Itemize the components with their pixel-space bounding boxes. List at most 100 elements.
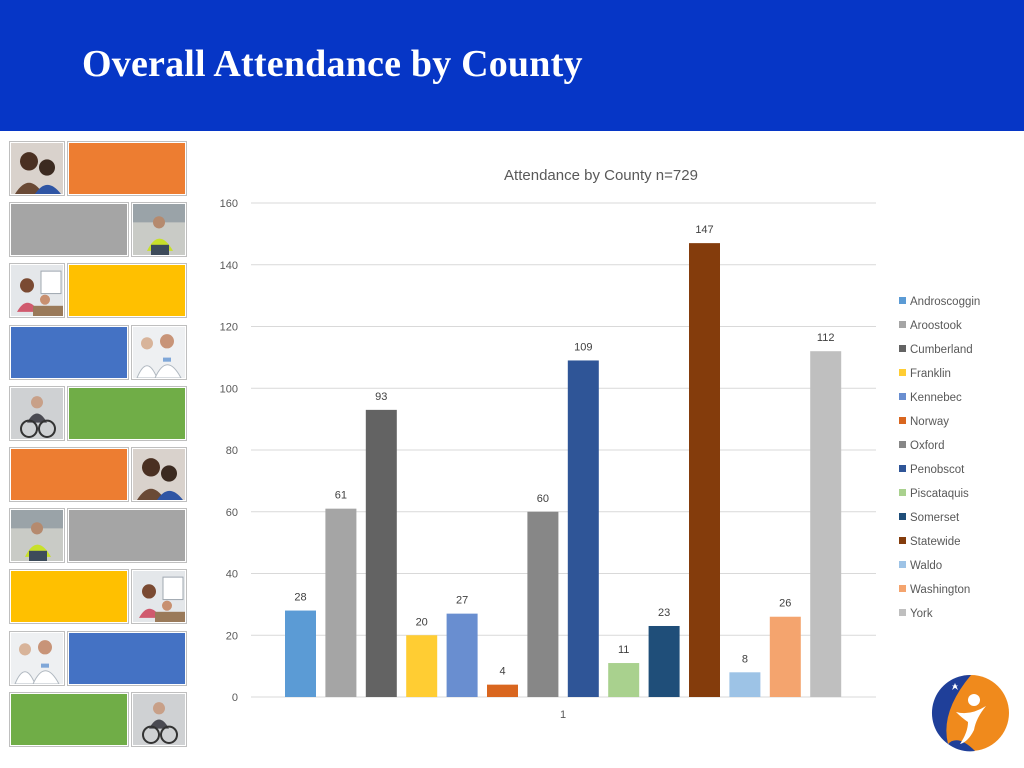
chart-bars (285, 243, 842, 697)
legend-label: Androscoggin (910, 296, 981, 308)
legend-item-androscoggin: Androscoggin (899, 295, 980, 309)
data-label-waldo: 8 (742, 653, 748, 665)
y-tick-label: 120 (220, 322, 238, 334)
data-label-washington: 26 (779, 598, 791, 610)
legend-swatch (899, 489, 906, 497)
color-tile (9, 325, 129, 380)
legend-swatch (899, 465, 906, 473)
legend-label: Penobscot (910, 464, 965, 476)
data-label-cumberland: 93 (375, 391, 387, 403)
bar-statewide (689, 243, 720, 697)
y-tick-label: 20 (226, 630, 238, 642)
family-photo-icon (131, 447, 187, 502)
y-tick-label: 160 (220, 198, 238, 210)
bar-franklin (406, 635, 438, 697)
data-label-kennebec: 27 (456, 595, 468, 607)
slide-title: Overall Attendance by County (82, 43, 583, 85)
legend-item-waldo: Waldo (899, 559, 942, 573)
legend-item-statewide: Statewide (899, 535, 961, 549)
bar-norway (487, 684, 518, 697)
bar-washington (769, 616, 801, 697)
medical-staff-photo-icon (131, 325, 187, 380)
color-tile (67, 141, 187, 196)
family-photo-icon (9, 141, 65, 196)
legend-item-piscataquis: Piscataquis (899, 487, 969, 501)
color-tile (67, 263, 187, 318)
chart-data-labels: 28 61 93 20 27 4 60 109 11 23 147 8 26 112 (294, 224, 834, 678)
legend-item-norway: Norway (899, 415, 949, 429)
bar-piscataquis (608, 663, 640, 697)
legend-label: Franklin (910, 368, 951, 380)
legend-swatch (899, 441, 906, 449)
legend-label: Cumberland (910, 344, 973, 356)
legend-item-somerset: Somerset (899, 511, 959, 525)
data-label-androscoggin: 28 (294, 592, 306, 604)
classroom-photo-icon (131, 569, 187, 624)
bar-kennebec (446, 613, 478, 697)
legend-swatch (899, 393, 906, 401)
color-tile (9, 569, 129, 624)
photo-mosaic (9, 141, 190, 752)
legend-label: Waldo (910, 560, 943, 572)
y-tick-label: 60 (226, 507, 238, 519)
data-label-piscataquis: 11 (618, 644, 629, 656)
legend-item-kennebec: Kennebec (899, 391, 962, 405)
legend-label: York (910, 608, 933, 620)
legend-swatch (899, 321, 906, 329)
legend-item-cumberland: Cumberland (899, 343, 973, 357)
legend-label: Kennebec (910, 392, 962, 404)
color-tile (9, 447, 129, 502)
bar-york (810, 351, 842, 697)
data-label-york: 112 (817, 332, 835, 344)
workers-photo-icon (9, 508, 65, 563)
legend-label: Somerset (910, 512, 960, 524)
legend-item-aroostook: Aroostook (899, 319, 962, 333)
data-label-statewide: 147 (695, 224, 713, 236)
color-tile (67, 508, 187, 563)
x-axis-category-label: 1 (560, 709, 566, 721)
agency-logo-icon (931, 674, 1009, 752)
y-tick-label: 140 (220, 260, 238, 272)
legend-swatch (899, 585, 906, 593)
classroom-photo-icon (9, 263, 65, 318)
legend-label: Washington (910, 584, 971, 596)
bar-aroostook (325, 508, 357, 697)
legend-label: Statewide (910, 536, 961, 548)
legend-swatch (899, 513, 906, 521)
wheelchair-photo-icon (9, 386, 65, 441)
bar-penobscot (567, 360, 599, 697)
bar-androscoggin (285, 610, 316, 697)
y-tick-label: 100 (220, 383, 238, 395)
bar-oxford (527, 511, 559, 697)
bar-waldo (729, 672, 761, 697)
legend-item-york: York (899, 607, 933, 621)
workers-photo-icon (131, 202, 187, 257)
legend-swatch (899, 345, 906, 353)
data-label-somerset: 23 (658, 607, 670, 619)
legend-swatch (899, 609, 906, 617)
wheelchair-photo-icon (131, 692, 187, 747)
chart-title: Attendance by County n=729 (504, 167, 698, 184)
data-label-penobscot: 109 (574, 341, 592, 353)
legend-swatch (899, 369, 906, 377)
color-tile (9, 202, 129, 257)
medical-staff-photo-icon (9, 631, 65, 686)
color-tile (67, 386, 187, 441)
legend-item-washington: Washington (899, 583, 970, 597)
legend-item-franklin: Franklin (899, 367, 951, 381)
legend-label: Norway (910, 416, 949, 428)
data-label-norway: 4 (499, 666, 505, 678)
color-tile (67, 631, 187, 686)
color-tile (9, 692, 129, 747)
legend-label: Aroostook (910, 320, 962, 332)
bar-cumberland (365, 409, 397, 697)
bar-somerset (648, 625, 680, 697)
legend-label: Oxford (910, 440, 945, 452)
legend-label: Piscataquis (910, 488, 969, 500)
legend-swatch (899, 561, 906, 569)
data-label-oxford: 60 (537, 493, 549, 505)
y-tick-label: 80 (226, 445, 238, 457)
legend-swatch (899, 417, 906, 425)
legend-swatch (899, 297, 906, 305)
